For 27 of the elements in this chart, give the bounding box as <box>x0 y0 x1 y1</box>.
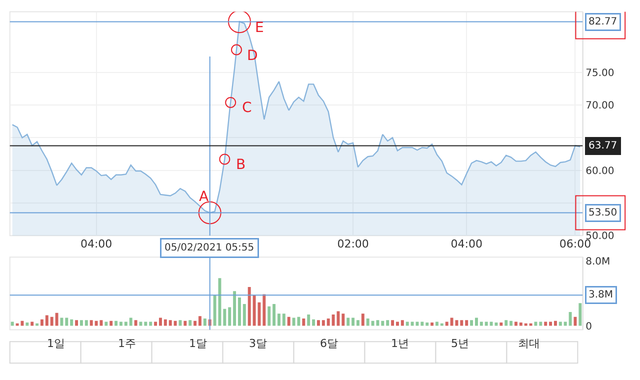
text: 1주 <box>118 337 136 350</box>
x-tick-label: 04:00 <box>450 238 482 251</box>
x-tick-label: 06:00 <box>559 238 592 251</box>
text: 3달 <box>249 337 267 350</box>
y-tick-label: 60.00 <box>586 166 614 177</box>
y-tick-label: 70.00 <box>586 100 614 112</box>
text: 6달 <box>320 337 338 350</box>
ref-line-label: 53.50 <box>588 208 618 218</box>
annotation: A <box>199 189 209 205</box>
ref-line-label: 3.8M <box>588 290 614 300</box>
y-tick-label: 75.00 <box>586 68 614 79</box>
text: 1일 <box>47 337 65 350</box>
ref-line-label: 63.77 <box>588 140 618 152</box>
text: 최대 <box>518 337 540 350</box>
y-tick-label: 0 <box>586 321 592 332</box>
text: 5년 <box>451 337 469 350</box>
ref-line-label: 82.77 <box>588 16 618 28</box>
text: 05/02/2021 05:55 <box>164 242 254 254</box>
annotation: C <box>242 100 252 116</box>
text: 1달 <box>189 337 207 350</box>
text: 1년 <box>391 337 409 350</box>
annotation: D <box>247 48 258 64</box>
annotation: B <box>236 157 246 173</box>
y-tick-label: 8.0M <box>586 256 610 268</box>
x-tick-label: 04:00 <box>80 238 112 251</box>
x-tick-label: 02:00 <box>337 238 369 251</box>
annotation: E <box>255 20 264 36</box>
